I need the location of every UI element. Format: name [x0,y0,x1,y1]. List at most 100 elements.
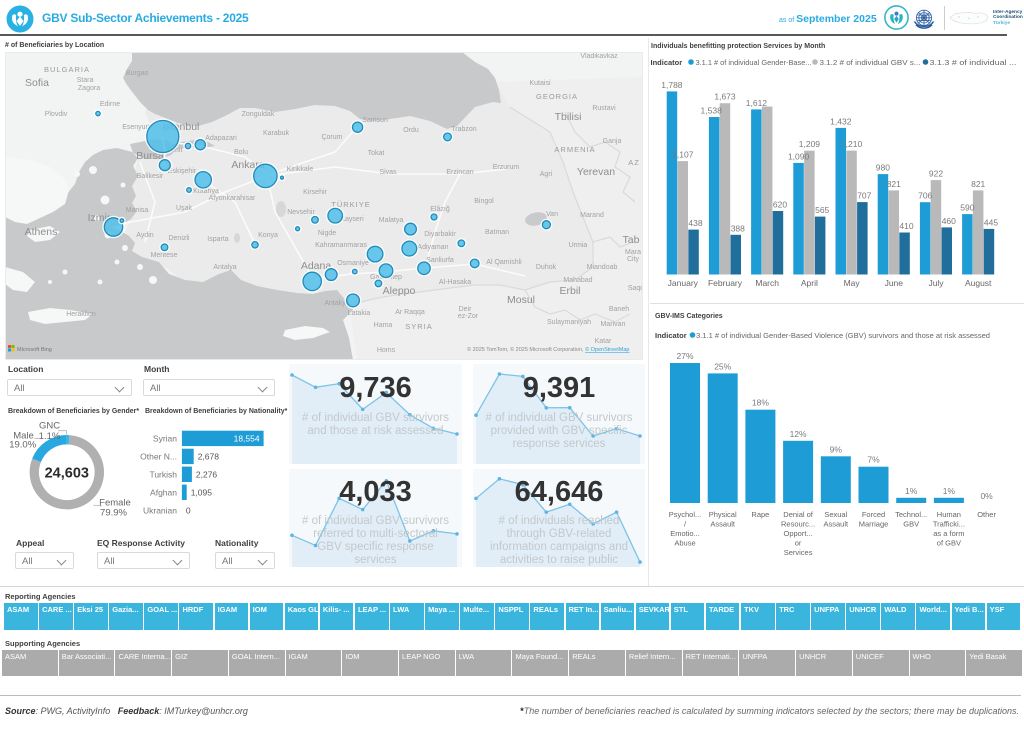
svg-text:Other: Other [977,510,996,519]
svg-text:980: 980 [876,163,890,173]
svg-text:Kayseri: Kayseri [340,216,364,223]
svg-text:Bingol: Bingol [474,198,494,205]
svg-text:Human: Human [937,510,961,519]
svg-text:Adiyaman: Adiyaman [417,244,448,251]
svg-text:Batman: Batman [485,229,509,236]
svg-text:May: May [844,278,861,288]
svg-text:Rape: Rape [751,510,769,519]
svg-text:February: February [708,278,743,288]
svg-text:3.1.3 # of individual ...: 3.1.3 # of individual ... [930,58,1017,67]
svg-text:or: or [795,539,802,548]
svg-text:Assault: Assault [823,520,849,529]
svg-text:January: January [668,278,699,288]
svg-text:2,276: 2,276 [196,469,218,479]
svg-text:Marriage: Marriage [859,520,889,529]
svg-text:as a form: as a form [933,529,964,538]
svg-text:Sofia: Sofia [25,77,49,89]
svg-text:3.1.1 # of individual Gender-B: 3.1.1 # of individual Gender-Base... [696,58,812,67]
svg-text:1,788: 1,788 [661,80,683,90]
svg-text:706: 706 [918,191,932,201]
svg-text:Samsun: Samsun [362,117,388,124]
svg-text:1,090: 1,090 [788,151,810,161]
svg-text:Uşak: Uşak [176,205,192,212]
svg-text:/: / [684,520,687,529]
svg-text:Deir: Deir [459,306,473,313]
svg-text:Female: Female [99,498,131,509]
svg-text:Latakia: Latakia [348,310,371,317]
svg-text:Balikesir: Balikesir [137,173,164,180]
svg-text:2,678: 2,678 [198,451,220,461]
svg-text:18%: 18% [752,398,769,408]
svg-text:1,538: 1,538 [701,106,723,116]
svg-text:Male: Male [13,431,34,442]
svg-text:Aleppo: Aleppo [383,285,416,297]
svg-text:Diyarbakir: Diyarbakir [424,231,456,238]
svg-text:Mosul: Mosul [507,294,535,306]
svg-text:GEORGIA: GEORGIA [536,92,578,101]
svg-text:1,432: 1,432 [830,116,852,126]
svg-text:Katar: Katar [595,338,612,345]
svg-text:Erzincan: Erzincan [446,169,473,176]
svg-text:AZ: AZ [628,158,640,167]
svg-text:Kirsehir: Kirsehir [303,189,327,196]
svg-text:Antalya: Antalya [213,264,236,271]
svg-text:Van: Van [546,211,558,218]
svg-text:August: August [965,278,992,288]
svg-text:Services: Services [784,548,813,557]
svg-text:Psychol...: Psychol... [669,510,702,519]
svg-text:Sulaymaniyah: Sulaymaniyah [547,319,591,326]
svg-text:Antakya: Antakya [324,300,349,307]
svg-text:Manisa: Manisa [126,207,149,214]
svg-text:Kutaisi: Kutaisi [529,80,550,87]
svg-text:Indicator: Indicator [651,58,683,67]
svg-text:1.1%: 1.1% [39,431,61,442]
svg-text:438: 438 [688,218,702,228]
svg-text:1,673: 1,673 [714,92,736,102]
svg-text:ez-Zor: ez-Zor [458,313,479,320]
svg-text:7%: 7% [867,455,880,465]
svg-text:Tab: Tab [623,234,640,246]
svg-text:Opport...: Opport... [784,529,813,538]
svg-text:3.1.2 # of individual GBV s...: 3.1.2 # of individual GBV s... [820,58,921,67]
svg-text:Osmaniye: Osmaniye [337,260,369,267]
svg-text:BULGARIA: BULGARIA [44,65,90,74]
svg-text:1%: 1% [943,486,956,496]
svg-text:24,603: 24,603 [45,466,89,482]
svg-text:Athens: Athens [25,226,58,238]
svg-text:Sexual: Sexual [824,510,847,519]
svg-text:Physical: Physical [709,510,737,519]
svg-text:Turkish: Turkish [149,469,177,479]
svg-text:Edirne: Edirne [100,101,120,108]
svg-text:1,095: 1,095 [191,487,213,497]
svg-text:Mentese: Mentese [151,252,178,259]
svg-text:Ordu: Ordu [403,127,419,134]
svg-text:Saqq: Saqq [628,285,643,292]
svg-text:Sivas: Sivas [379,169,397,176]
svg-text:Malatya: Malatya [379,217,404,224]
svg-text:9%: 9% [830,444,843,454]
svg-text:Esenyurt: Esenyurt [122,124,150,131]
svg-text:1,209: 1,209 [799,139,821,149]
svg-text:© 2025 TomTom, © 2025 Microsof: © 2025 TomTom, © 2025 Microsoft Corporat… [467,346,629,353]
svg-text:July: July [928,278,944,288]
svg-text:1%: 1% [905,486,918,496]
svg-text:Stara: Stara [77,77,94,84]
svg-text:Aydin: Aydin [136,232,153,239]
svg-text:Homs: Homs [377,347,396,354]
svg-text:Forced: Forced [862,510,885,519]
svg-text:410: 410 [899,221,913,231]
svg-text:922: 922 [929,169,943,179]
svg-text:Syrian: Syrian [153,433,177,443]
svg-text:Technol...: Technol... [895,510,927,519]
svg-text:Vladikavkaz: Vladikavkaz [580,53,618,60]
svg-text:Erzurum: Erzurum [493,164,520,171]
svg-text:Adapazari: Adapazari [205,135,237,142]
svg-text:1,210: 1,210 [841,139,863,149]
svg-text:821: 821 [971,179,985,189]
svg-text:SYRIA: SYRIA [405,322,433,331]
svg-text:Konya: Konya [258,232,278,239]
svg-text:GBV: GBV [903,520,919,529]
svg-text:19.0%: 19.0% [9,440,36,451]
svg-text:Rustavi: Rustavi [592,105,616,112]
svg-text:Tbilisi: Tbilisi [555,111,582,123]
